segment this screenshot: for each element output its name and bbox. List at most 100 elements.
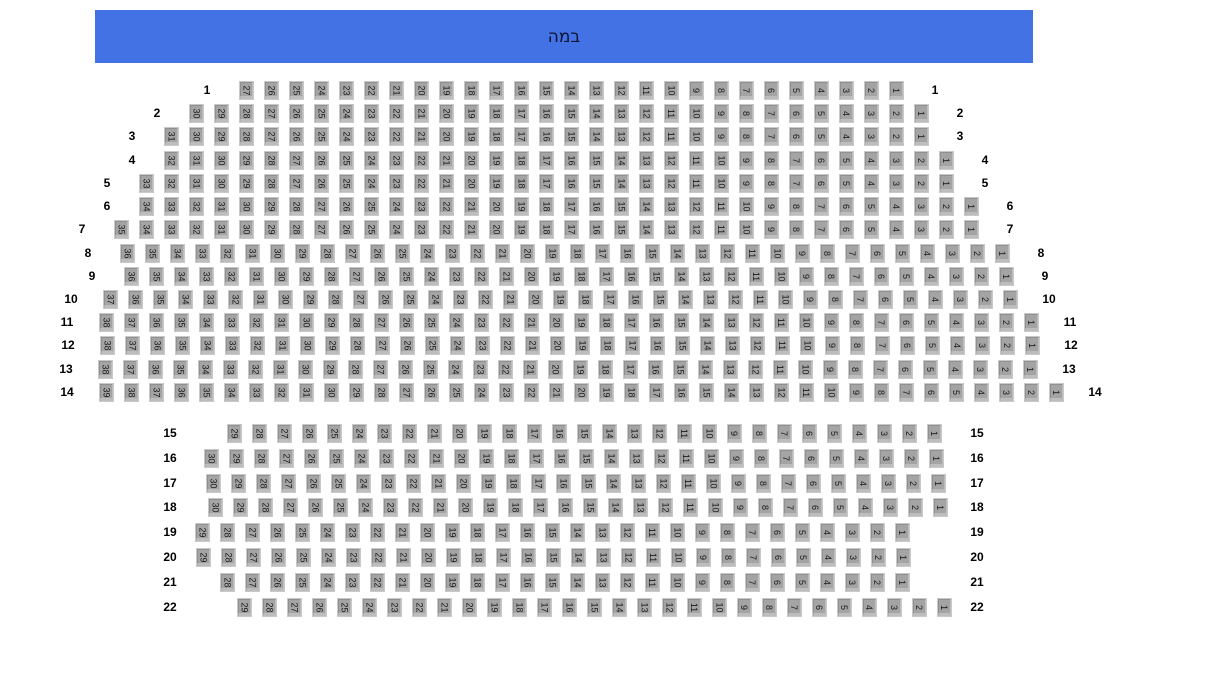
seat-row22-n6[interactable]: 6 (811, 597, 827, 617)
seat-row17-n26[interactable]: 26 (305, 473, 321, 493)
seat-row11-n23[interactable]: 23 (473, 312, 489, 332)
seat-row8-n13[interactable]: 13 (694, 243, 710, 263)
seat-row18-n14[interactable]: 14 (607, 497, 623, 517)
seat-row8-n2[interactable]: 2 (969, 243, 985, 263)
seat-row20-n18[interactable]: 18 (470, 547, 486, 567)
seat-row18-n4[interactable]: 4 (857, 497, 873, 517)
seat-row8-n5[interactable]: 5 (894, 243, 910, 263)
seat-row5-n3[interactable]: 3 (888, 173, 904, 193)
seat-row11-n17[interactable]: 17 (623, 312, 639, 332)
seat-row17-n27[interactable]: 27 (280, 473, 296, 493)
seat-row7-n30[interactable]: 30 (238, 219, 254, 239)
seat-row10-n9[interactable]: 9 (802, 289, 818, 309)
seat-row8-n1[interactable]: 1 (994, 243, 1010, 263)
seat-row10-n24[interactable]: 24 (427, 289, 443, 309)
seat-row11-n1[interactable]: 1 (1023, 312, 1039, 332)
seat-row4-n20[interactable]: 20 (463, 150, 479, 170)
seat-row4-n29[interactable]: 29 (238, 150, 254, 170)
seat-row5-n14[interactable]: 14 (613, 173, 629, 193)
seat-row1-n26[interactable]: 26 (263, 80, 279, 100)
seat-row12-n10[interactable]: 10 (799, 335, 815, 355)
seat-row9-n31[interactable]: 31 (248, 266, 264, 286)
seat-row8-n21[interactable]: 21 (494, 243, 510, 263)
seat-row11-n37[interactable]: 37 (123, 312, 139, 332)
seat-row15-n11[interactable]: 11 (676, 423, 692, 443)
seat-row21-n24[interactable]: 24 (319, 572, 335, 592)
seat-row18-n15[interactable]: 15 (582, 497, 598, 517)
seat-row6-n2[interactable]: 2 (938, 196, 954, 216)
seat-row12-n11[interactable]: 11 (774, 335, 790, 355)
seat-row5-n13[interactable]: 13 (638, 173, 654, 193)
seat-row10-n21[interactable]: 21 (502, 289, 518, 309)
seat-row11-n32[interactable]: 32 (248, 312, 264, 332)
seat-row12-n5[interactable]: 5 (924, 335, 940, 355)
seat-row16-n16[interactable]: 16 (553, 448, 569, 468)
seat-row8-n15[interactable]: 15 (644, 243, 660, 263)
seat-row22-n26[interactable]: 26 (311, 597, 327, 617)
seat-row9-n2[interactable]: 2 (973, 266, 989, 286)
seat-row22-n7[interactable]: 7 (786, 597, 802, 617)
seat-row4-n7[interactable]: 7 (788, 150, 804, 170)
seat-row8-n17[interactable]: 17 (594, 243, 610, 263)
seat-row7-n20[interactable]: 20 (488, 219, 504, 239)
seat-row3-n2[interactable]: 2 (888, 126, 904, 146)
seat-row14-n33[interactable]: 33 (248, 382, 264, 402)
seat-row14-n35[interactable]: 35 (198, 382, 214, 402)
seat-row12-n9[interactable]: 9 (824, 335, 840, 355)
seat-row14-n18[interactable]: 18 (623, 382, 639, 402)
seat-row16-n2[interactable]: 2 (903, 448, 919, 468)
seat-row18-n19[interactable]: 19 (482, 497, 498, 517)
seat-row22-n8[interactable]: 8 (761, 597, 777, 617)
seat-row4-n9[interactable]: 9 (738, 150, 754, 170)
seat-row6-n22[interactable]: 22 (438, 196, 454, 216)
seat-row14-n19[interactable]: 19 (598, 382, 614, 402)
seat-row4-n13[interactable]: 13 (638, 150, 654, 170)
seat-row1-n20[interactable]: 20 (413, 80, 429, 100)
seat-row10-n37[interactable]: 37 (102, 289, 118, 309)
seat-row12-n18[interactable]: 18 (599, 335, 615, 355)
seat-row5-n24[interactable]: 24 (363, 173, 379, 193)
seat-row15-n8[interactable]: 8 (751, 423, 767, 443)
seat-row14-n31[interactable]: 31 (298, 382, 314, 402)
seat-row1-n9[interactable]: 9 (688, 80, 704, 100)
seat-row17-n20[interactable]: 20 (455, 473, 471, 493)
seat-row8-n35[interactable]: 35 (144, 243, 160, 263)
seat-row9-n5[interactable]: 5 (898, 266, 914, 286)
seat-row11-n22[interactable]: 22 (498, 312, 514, 332)
seat-row5-n29[interactable]: 29 (238, 173, 254, 193)
seat-row17-n28[interactable]: 28 (255, 473, 271, 493)
seat-row13-n12[interactable]: 12 (747, 359, 763, 379)
seat-row13-n7[interactable]: 7 (872, 359, 888, 379)
seat-row15-n21[interactable]: 21 (426, 423, 442, 443)
seat-row15-n26[interactable]: 26 (301, 423, 317, 443)
seat-row9-n13[interactable]: 13 (698, 266, 714, 286)
seat-row14-n37[interactable]: 37 (148, 382, 164, 402)
seat-row10-n15[interactable]: 15 (652, 289, 668, 309)
seat-row4-n32[interactable]: 32 (163, 150, 179, 170)
seat-row11-n11[interactable]: 11 (773, 312, 789, 332)
seat-row14-n36[interactable]: 36 (173, 382, 189, 402)
seat-row9-n26[interactable]: 26 (373, 266, 389, 286)
seat-row3-n16[interactable]: 16 (538, 126, 554, 146)
seat-row4-n18[interactable]: 18 (513, 150, 529, 170)
seat-row1-n19[interactable]: 19 (438, 80, 454, 100)
seat-row5-n20[interactable]: 20 (463, 173, 479, 193)
seat-row2-n26[interactable]: 26 (288, 103, 304, 123)
seat-row16-n4[interactable]: 4 (853, 448, 869, 468)
seat-row9-n30[interactable]: 30 (273, 266, 289, 286)
seat-row9-n10[interactable]: 10 (773, 266, 789, 286)
seat-row18-n28[interactable]: 28 (257, 497, 273, 517)
seat-row19-n12[interactable]: 12 (619, 522, 635, 542)
seat-row12-n27[interactable]: 27 (374, 335, 390, 355)
seat-row5-n28[interactable]: 28 (263, 173, 279, 193)
seat-row8-n34[interactable]: 34 (169, 243, 185, 263)
seat-row10-n17[interactable]: 17 (602, 289, 618, 309)
seat-row4-n23[interactable]: 23 (388, 150, 404, 170)
seat-row16-n23[interactable]: 23 (378, 448, 394, 468)
seat-row8-n22[interactable]: 22 (469, 243, 485, 263)
seat-row6-n31[interactable]: 31 (213, 196, 229, 216)
seat-row8-n32[interactable]: 32 (219, 243, 235, 263)
seat-row16-n10[interactable]: 10 (703, 448, 719, 468)
seat-row4-n26[interactable]: 26 (313, 150, 329, 170)
seat-row15-n24[interactable]: 24 (351, 423, 367, 443)
